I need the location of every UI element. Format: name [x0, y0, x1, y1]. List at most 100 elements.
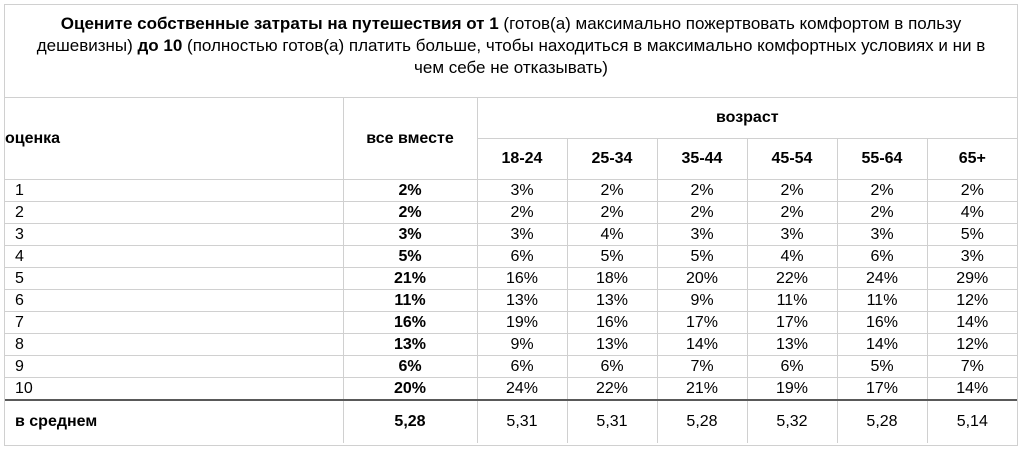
column-header-age-35-44: 35-44	[656, 138, 747, 180]
age-value-55-64: 14%	[836, 333, 928, 356]
table-row: 1 2% 3% 2% 2% 2% 2% 2%	[5, 179, 1017, 202]
age-value-25-34: 16%	[566, 311, 658, 334]
question-title-segment: до 10	[137, 36, 183, 55]
age-value-25-34: 22%	[566, 377, 658, 401]
survey-results-card: Оцените собственные затраты на путешеств…	[4, 4, 1018, 446]
age-value-45-54: 13%	[746, 333, 838, 356]
age-value-18-24: 9%	[476, 333, 568, 356]
age-value-35-44: 7%	[656, 355, 748, 378]
age-value-55-64: 11%	[836, 289, 928, 312]
age-value-55-64: 17%	[836, 377, 928, 401]
age-value-18-24: 13%	[476, 289, 568, 312]
all-together-value: 16%	[342, 311, 478, 334]
score-value: 10	[5, 377, 344, 401]
age-value-25-34: 2%	[566, 201, 658, 224]
age-value-25-34: 6%	[566, 355, 658, 378]
age-value-35-44: 14%	[656, 333, 748, 356]
age-value-35-44: 21%	[656, 377, 748, 401]
age-value-45-54: 11%	[746, 289, 838, 312]
age-value-45-54: 22%	[746, 267, 838, 290]
age-value-35-44: 3%	[656, 223, 748, 246]
age-value-65+: 29%	[926, 267, 1017, 290]
age-value-55-64: 6%	[836, 245, 928, 268]
question-title-segment: Оцените собственные затраты на путешеств…	[60, 14, 499, 33]
score-value: 6	[5, 289, 344, 312]
table-row: 3 3% 3% 4% 3% 3% 3% 5%	[5, 223, 1017, 246]
table-row: 9 6% 6% 6% 7% 6% 5% 7%	[5, 355, 1017, 378]
age-value-65+: 14%	[926, 311, 1017, 334]
age-value-35-44: 2%	[656, 179, 748, 202]
age-value-55-64: 3%	[836, 223, 928, 246]
all-together-value: 2%	[342, 179, 478, 202]
average-age-55-64: 5,28	[836, 399, 927, 443]
age-value-55-64: 24%	[836, 267, 928, 290]
age-value-55-64: 2%	[836, 179, 928, 202]
age-value-25-34: 2%	[566, 179, 658, 202]
average-all-together: 5,28	[342, 399, 477, 443]
average-age-25-34: 5,31	[566, 399, 657, 443]
age-value-65+: 5%	[926, 223, 1017, 246]
table-row: 4 5% 6% 5% 5% 4% 6% 3%	[5, 245, 1017, 268]
table-row: 5 21% 16% 18% 20% 22% 24% 29%	[5, 267, 1017, 290]
column-header-age-18-24: 18-24	[476, 138, 567, 180]
age-value-65+: 14%	[926, 377, 1017, 401]
age-value-65+: 2%	[926, 179, 1017, 202]
age-value-55-64: 16%	[836, 311, 928, 334]
age-value-18-24: 3%	[476, 179, 568, 202]
average-row: в среднем 5,28 5,31 5,31 5,28 5,32 5,28 5,14	[5, 399, 1017, 443]
score-value: 8	[5, 333, 344, 356]
table-row: 8 13% 9% 13% 14% 13% 14% 12%	[5, 333, 1017, 356]
age-value-35-44: 20%	[656, 267, 748, 290]
age-value-45-54: 2%	[746, 201, 838, 224]
all-together-value: 6%	[342, 355, 478, 378]
question-title-segment: (готов(а) максимально пожертвовать комфо…	[36, 14, 962, 55]
age-value-65+: 7%	[926, 355, 1017, 378]
age-value-25-34: 4%	[566, 223, 658, 246]
age-value-25-34: 13%	[566, 289, 658, 312]
age-value-65+: 12%	[926, 333, 1017, 356]
age-value-35-44: 5%	[656, 245, 748, 268]
table-row: 7 16% 19% 16% 17% 17% 16% 14%	[5, 311, 1017, 334]
table-row: 10 20% 24% 22% 21% 19% 17% 14%	[5, 377, 1017, 401]
table-row: 2 2% 2% 2% 2% 2% 2% 4%	[5, 201, 1017, 224]
all-together-value: 5%	[342, 245, 478, 268]
table-row: 6 11% 13% 13% 9% 11% 11% 12%	[5, 289, 1017, 312]
age-value-45-54: 6%	[746, 355, 838, 378]
age-value-65+: 3%	[926, 245, 1017, 268]
age-value-18-24: 24%	[476, 377, 568, 401]
age-value-45-54: 3%	[746, 223, 838, 246]
age-value-35-44: 17%	[656, 311, 748, 334]
all-together-value: 2%	[342, 201, 478, 224]
age-value-55-64: 5%	[836, 355, 928, 378]
age-value-18-24: 3%	[476, 223, 568, 246]
column-header-all-together: все вместе	[343, 97, 478, 180]
table-body: 1 2% 3% 2% 2% 2% 2% 2% 2 2% 2% 2% 2% 2% 2% 4% 3 3% 3% 4% 3% 3…	[5, 179, 1017, 401]
age-value-55-64: 2%	[836, 201, 928, 224]
average-age-35-44: 5,28	[656, 399, 747, 443]
average-label: в среднем	[5, 399, 343, 443]
column-header-age-65+: 65+	[926, 138, 1017, 180]
question-title-segment: (полностью готов(а) платить больше, чтоб…	[182, 36, 986, 77]
all-together-value: 11%	[342, 289, 478, 312]
age-value-65+: 4%	[926, 201, 1017, 224]
column-header-age-55-64: 55-64	[836, 138, 927, 180]
all-together-value: 3%	[342, 223, 478, 246]
question-title: Оцените собственные затраты на путешеств…	[5, 5, 1017, 97]
age-value-65+: 12%	[926, 289, 1017, 312]
results-table: оценка все вместе возраст 18-24 25-34 35-4…	[5, 97, 1017, 443]
column-group-header-age: возраст	[477, 97, 1017, 139]
all-together-value: 20%	[342, 377, 478, 401]
score-value: 5	[5, 267, 344, 290]
age-value-25-34: 5%	[566, 245, 658, 268]
age-value-45-54: 19%	[746, 377, 838, 401]
age-value-18-24: 2%	[476, 201, 568, 224]
age-value-45-54: 17%	[746, 311, 838, 334]
all-together-value: 21%	[342, 267, 478, 290]
age-value-18-24: 6%	[476, 245, 568, 268]
age-value-35-44: 2%	[656, 201, 748, 224]
score-value: 3	[5, 223, 344, 246]
age-value-25-34: 13%	[566, 333, 658, 356]
age-value-18-24: 16%	[476, 267, 568, 290]
average-age-45-54: 5,32	[746, 399, 837, 443]
column-header-age-45-54: 45-54	[746, 138, 837, 180]
